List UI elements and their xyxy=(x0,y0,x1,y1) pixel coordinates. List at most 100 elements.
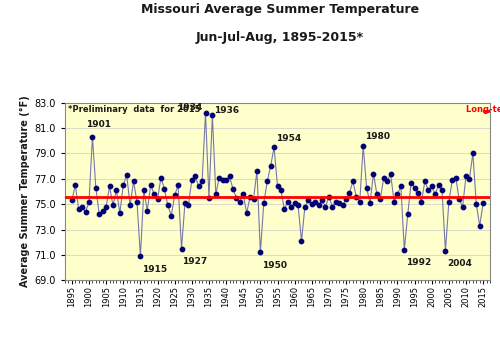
Point xyxy=(160,186,168,192)
Point xyxy=(106,184,114,189)
Point xyxy=(294,203,302,208)
Point xyxy=(458,204,466,210)
Point xyxy=(280,207,288,212)
Point xyxy=(274,184,281,189)
Point xyxy=(194,184,202,189)
Point xyxy=(82,209,90,214)
Point xyxy=(154,196,162,202)
Point xyxy=(263,179,271,184)
Point xyxy=(226,173,234,179)
Point xyxy=(218,177,226,183)
Point xyxy=(318,198,326,203)
Point xyxy=(174,182,182,188)
Point xyxy=(434,182,442,188)
Point xyxy=(380,175,388,180)
Point xyxy=(140,187,148,193)
Text: 1927: 1927 xyxy=(182,257,207,266)
Point xyxy=(383,179,391,184)
Point xyxy=(126,203,134,208)
Point xyxy=(253,169,261,174)
Point xyxy=(178,246,186,251)
Point xyxy=(373,191,381,197)
Point xyxy=(452,175,460,180)
Point xyxy=(191,173,199,179)
Point xyxy=(301,204,309,210)
Point xyxy=(74,207,82,212)
Point xyxy=(260,200,268,206)
Point xyxy=(407,180,415,185)
Point xyxy=(362,185,370,190)
Point xyxy=(208,113,216,118)
Point xyxy=(120,182,128,188)
Point xyxy=(146,182,154,188)
Point xyxy=(466,176,473,182)
Point xyxy=(246,194,254,199)
Point xyxy=(356,199,364,205)
Text: 1954: 1954 xyxy=(276,134,301,143)
Point xyxy=(298,238,306,244)
Point xyxy=(167,213,175,219)
Point xyxy=(284,199,292,205)
Point xyxy=(68,198,76,203)
Point xyxy=(335,200,343,206)
Point xyxy=(342,196,350,202)
Text: *Preliminary  data  for 2015: *Preliminary data for 2015 xyxy=(68,105,201,114)
Point xyxy=(431,191,439,197)
Point xyxy=(181,200,189,206)
Point xyxy=(85,199,93,205)
Text: Missouri Average Summer Temperature: Missouri Average Summer Temperature xyxy=(141,3,419,16)
Point xyxy=(109,203,117,208)
Point xyxy=(346,190,354,196)
Text: 1915: 1915 xyxy=(142,265,167,274)
Point xyxy=(314,203,322,208)
Point xyxy=(472,201,480,207)
Point xyxy=(390,199,398,205)
Point xyxy=(304,198,312,203)
Point xyxy=(250,196,258,202)
Point xyxy=(290,200,298,206)
Point xyxy=(376,196,384,202)
Text: 2004: 2004 xyxy=(447,260,472,268)
Y-axis label: Average Summer Temperature (°F): Average Summer Temperature (°F) xyxy=(20,96,30,287)
Point xyxy=(328,204,336,210)
Point xyxy=(455,196,463,202)
Point xyxy=(479,200,487,206)
Point xyxy=(462,173,470,179)
Point xyxy=(133,199,141,205)
Point xyxy=(164,203,172,208)
Point xyxy=(421,179,429,184)
Point xyxy=(112,187,120,193)
Point xyxy=(236,199,244,205)
Point xyxy=(205,195,213,201)
Point xyxy=(202,110,209,116)
Point xyxy=(232,195,240,201)
Point xyxy=(325,194,333,199)
Point xyxy=(349,179,357,184)
Point xyxy=(78,204,86,210)
Point xyxy=(424,187,432,193)
Point xyxy=(266,163,274,169)
Point xyxy=(386,171,394,176)
Point xyxy=(212,191,220,197)
Point xyxy=(322,204,330,210)
Text: 1950: 1950 xyxy=(262,261,287,270)
Point xyxy=(144,208,152,213)
Point xyxy=(469,151,477,156)
Point xyxy=(229,186,237,192)
Point xyxy=(184,203,192,208)
Point xyxy=(215,175,223,180)
Point xyxy=(311,199,319,205)
Text: 1936: 1936 xyxy=(214,106,239,115)
Point xyxy=(130,179,138,184)
Point xyxy=(404,212,411,217)
Point xyxy=(366,200,374,206)
Point xyxy=(150,191,158,197)
Point xyxy=(287,204,295,210)
Point xyxy=(239,191,247,197)
Point xyxy=(198,179,206,184)
Point xyxy=(414,190,422,196)
Point xyxy=(170,193,178,198)
Point xyxy=(442,249,450,254)
Point xyxy=(352,194,360,199)
Point xyxy=(338,203,346,208)
